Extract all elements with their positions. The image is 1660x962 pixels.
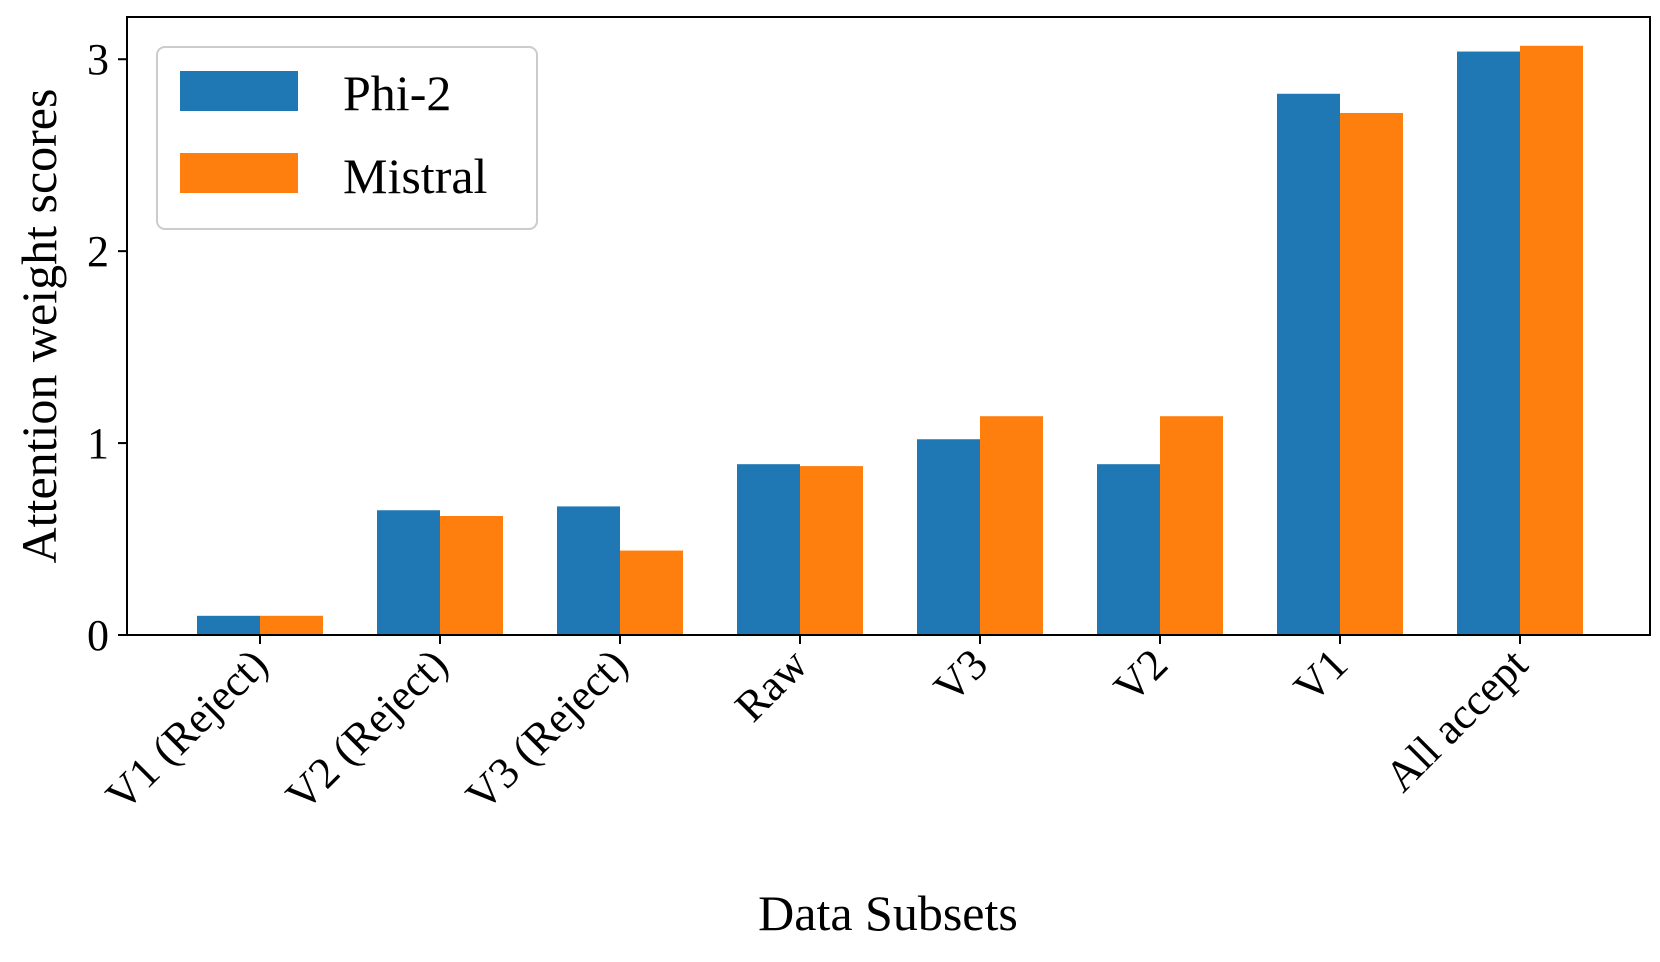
bar-phi-2-7 <box>1457 51 1520 636</box>
bar-phi-2-1 <box>377 510 440 635</box>
x-tick-label-6: V1 <box>1284 639 1357 712</box>
bar-mistral-1 <box>440 516 503 635</box>
x-tick-label-1: V2 (Reject) <box>276 639 457 820</box>
bar-mistral-3 <box>800 466 863 635</box>
bar-mistral-6 <box>1340 112 1403 636</box>
plot-frame <box>126 16 1651 636</box>
bar-mistral-5 <box>1160 416 1223 635</box>
x-tick-label-7: All accept <box>1375 639 1537 801</box>
y-tick-label-1: 1 <box>87 419 109 468</box>
y-tick-label-2: 2 <box>87 227 109 276</box>
bar-mistral-7 <box>1520 45 1583 635</box>
legend: Phi-2 Mistral <box>156 46 538 230</box>
y-axis-title: Attention weight scores <box>11 89 67 564</box>
y-axis: 0 1 2 3 <box>87 35 127 660</box>
x-tick-label-2: V3 (Reject) <box>456 639 637 820</box>
y-tick-label-3: 3 <box>87 35 109 84</box>
x-tick-label-4: V3 <box>924 639 997 712</box>
bar-phi-2-3 <box>737 464 800 635</box>
bars-group <box>197 45 1583 636</box>
legend-label-mistral: Mistral <box>343 148 487 204</box>
bar-phi-2-5 <box>1097 464 1160 635</box>
x-axis-title: Data Subsets <box>758 885 1018 941</box>
y-tick-label-0: 0 <box>87 611 109 660</box>
bar-mistral-4 <box>980 416 1043 635</box>
legend-swatch-phi-2 <box>180 71 298 111</box>
legend-label-phi-2: Phi-2 <box>343 65 451 121</box>
bar-phi-2-6 <box>1277 93 1340 635</box>
bar-phi-2-0 <box>197 615 260 635</box>
x-tick-label-0: V1 (Reject) <box>96 639 277 820</box>
bar-phi-2-4 <box>917 439 980 635</box>
legend-swatch-mistral <box>180 153 298 193</box>
x-tick-label-5: V2 <box>1104 639 1177 712</box>
bar-mistral-0 <box>260 615 323 635</box>
bar-mistral-2 <box>620 550 683 635</box>
bar-phi-2-2 <box>557 506 620 635</box>
x-tick-label-3: Raw <box>725 639 817 731</box>
x-axis: V1 (Reject) V2 (Reject) V3 (Reject) Raw V3 V2… <box>96 635 1537 820</box>
